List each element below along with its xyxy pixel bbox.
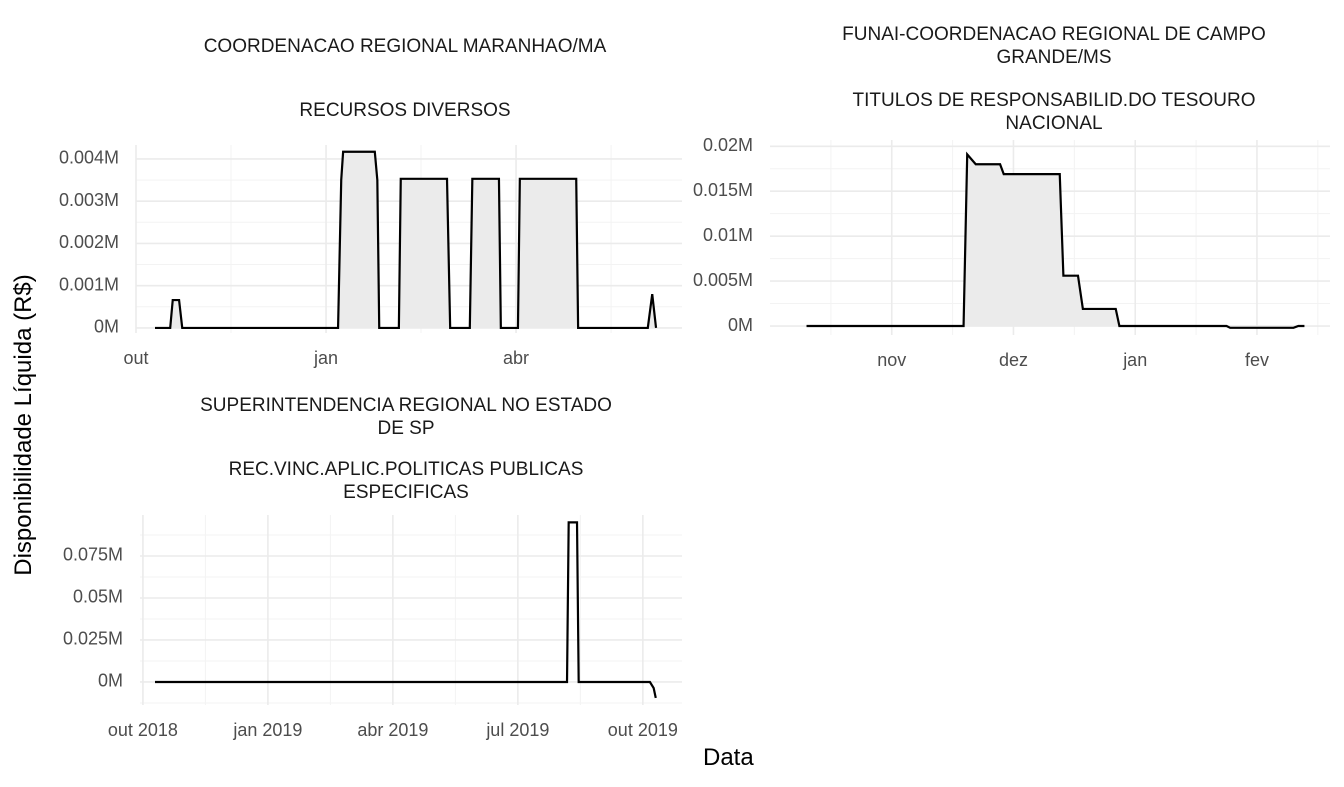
line (806, 151, 1305, 329)
line (155, 150, 658, 330)
x-tick-label: out (123, 348, 148, 368)
y-tick-label: 0.003M (59, 190, 119, 210)
x-tick-label: abr (503, 348, 529, 368)
y-tick-label: 0.02M (703, 135, 753, 155)
line (154, 521, 657, 699)
panel-title: SUPERINTENDENCIA REGIONAL NO ESTADO DE S… (200, 395, 612, 439)
panel-title: FUNAI-COORDENACAO REGIONAL DE CAMPO GRAN… (842, 24, 1266, 68)
x-tick-label: abr 2019 (357, 720, 428, 740)
x-axis-label: Data (703, 744, 754, 771)
area (155, 151, 657, 328)
y-tick-label: 0.05M (73, 587, 123, 607)
y-tick-label: 0.001M (59, 274, 119, 294)
y-tick-label: 0.015M (693, 180, 753, 200)
y-tick-label: 0.002M (59, 232, 119, 252)
y-tick-label: 0.075M (63, 545, 123, 565)
y-tick-label: 0.025M (63, 629, 123, 649)
y-tick-label: 0M (728, 315, 753, 335)
x-tick-label: nov (877, 350, 906, 370)
y-tick-label: 0M (94, 317, 119, 337)
x-tick-label: out 2019 (608, 720, 678, 740)
y-tick-label: 0.01M (703, 225, 753, 245)
x-tick-label: out 2018 (108, 720, 178, 740)
x-tick-label: jan 2019 (232, 720, 302, 740)
area (806, 154, 1305, 328)
x-tick-label: jan (313, 348, 338, 368)
x-tick-label: jan (1122, 350, 1147, 370)
y-tick-label: 0.004M (59, 148, 119, 168)
panel-subtitle: TITULOS DE RESPONSABILID.DO TESOURO NACI… (852, 90, 1256, 134)
panel-subtitle: REC.VINC.APLIC.POLITICAS PUBLICAS ESPECI… (228, 459, 584, 503)
x-tick-label: jul 2019 (485, 720, 549, 740)
x-tick-label: fev (1245, 350, 1269, 370)
panel-title: COORDENACAO REGIONAL MARANHAO/MA (203, 36, 607, 57)
x-tick-label: dez (999, 350, 1028, 370)
y-tick-label: 0M (98, 671, 123, 691)
y-tick-label: 0.005M (693, 270, 753, 290)
panel-subtitle: RECURSOS DIVERSOS (299, 100, 511, 121)
y-axis-label: Disponibilidade Líquida (R$) (10, 274, 37, 576)
